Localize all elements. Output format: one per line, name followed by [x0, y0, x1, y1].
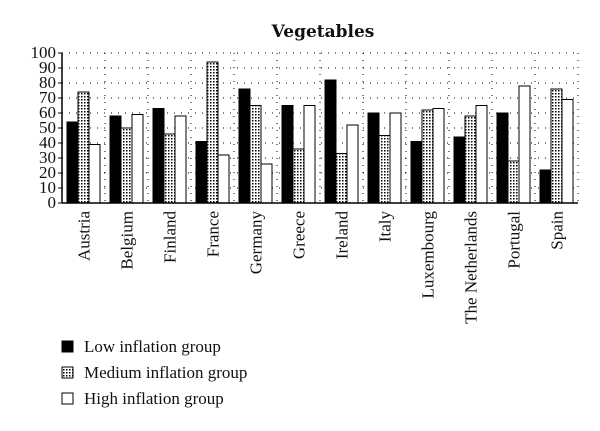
y-tick-label: 30 [39, 148, 56, 167]
bar [421, 109, 434, 204]
bar [389, 112, 402, 204]
bar [518, 85, 531, 204]
legend-swatch [61, 340, 74, 353]
legend: Low inflation group Medium inflation grou… [61, 337, 247, 408]
bar [378, 135, 391, 204]
y-tick-label: 70 [39, 88, 56, 107]
x-category-label: The Netherlands [462, 211, 481, 324]
bar [281, 105, 294, 204]
legend-swatch [61, 366, 74, 379]
y-tick-label: 60 [39, 103, 56, 122]
bar [66, 121, 79, 204]
bar [109, 115, 122, 204]
bar [475, 105, 488, 204]
bar [174, 115, 187, 204]
y-tick-label: 20 [39, 163, 56, 182]
x-category-label: Luxembourg [419, 211, 438, 299]
bar [260, 163, 273, 204]
chart-title: Vegetables [271, 22, 375, 42]
bar [88, 144, 101, 204]
bar [206, 61, 219, 204]
bar [120, 127, 133, 204]
x-category-label: Greece [290, 211, 309, 259]
bar [496, 112, 509, 204]
bar [432, 108, 445, 204]
y-tick-label: 80 [39, 73, 56, 92]
legend-label: High inflation group [84, 389, 224, 408]
x-category-label: Ireland [333, 211, 352, 260]
y-tick-label: 40 [39, 133, 56, 152]
x-category-label: Austria [75, 211, 94, 262]
y-tick-label: 50 [39, 118, 56, 137]
y-tick-label: 90 [39, 58, 56, 77]
legend-swatch [61, 392, 74, 405]
bar [324, 79, 337, 204]
x-category-label: Italy [376, 211, 395, 243]
x-axis-labels: Austria Belgium Finland France Germany Greece… [75, 211, 567, 324]
bar [249, 105, 262, 204]
bar [292, 148, 305, 204]
bar [507, 160, 520, 204]
y-tick-label: 100 [31, 43, 57, 62]
x-category-label: Portugal [505, 211, 524, 269]
bar [539, 169, 552, 204]
y-tick-label: 10 [39, 178, 56, 197]
bar [303, 105, 316, 204]
bar [217, 154, 230, 204]
bar [77, 91, 90, 204]
bar [561, 99, 574, 204]
bar [550, 88, 563, 204]
x-category-label: Germany [247, 211, 266, 275]
bars [66, 61, 574, 204]
x-category-label: Spain [548, 211, 567, 250]
bar [464, 115, 477, 204]
x-category-label: Finland [161, 211, 180, 263]
bar [195, 141, 208, 204]
bar [346, 124, 359, 204]
legend-label: Low inflation group [84, 337, 221, 356]
bar [410, 141, 423, 204]
bar [131, 114, 144, 204]
y-tick-label: 0 [48, 193, 57, 212]
legend-label: Medium inflation group [84, 363, 247, 382]
bar [453, 136, 466, 204]
bar [238, 88, 251, 204]
x-category-label: France [204, 211, 223, 257]
bar [152, 108, 165, 204]
x-category-label: Belgium [118, 211, 137, 270]
bar [367, 112, 380, 204]
bar [335, 153, 348, 204]
bar [163, 133, 176, 204]
